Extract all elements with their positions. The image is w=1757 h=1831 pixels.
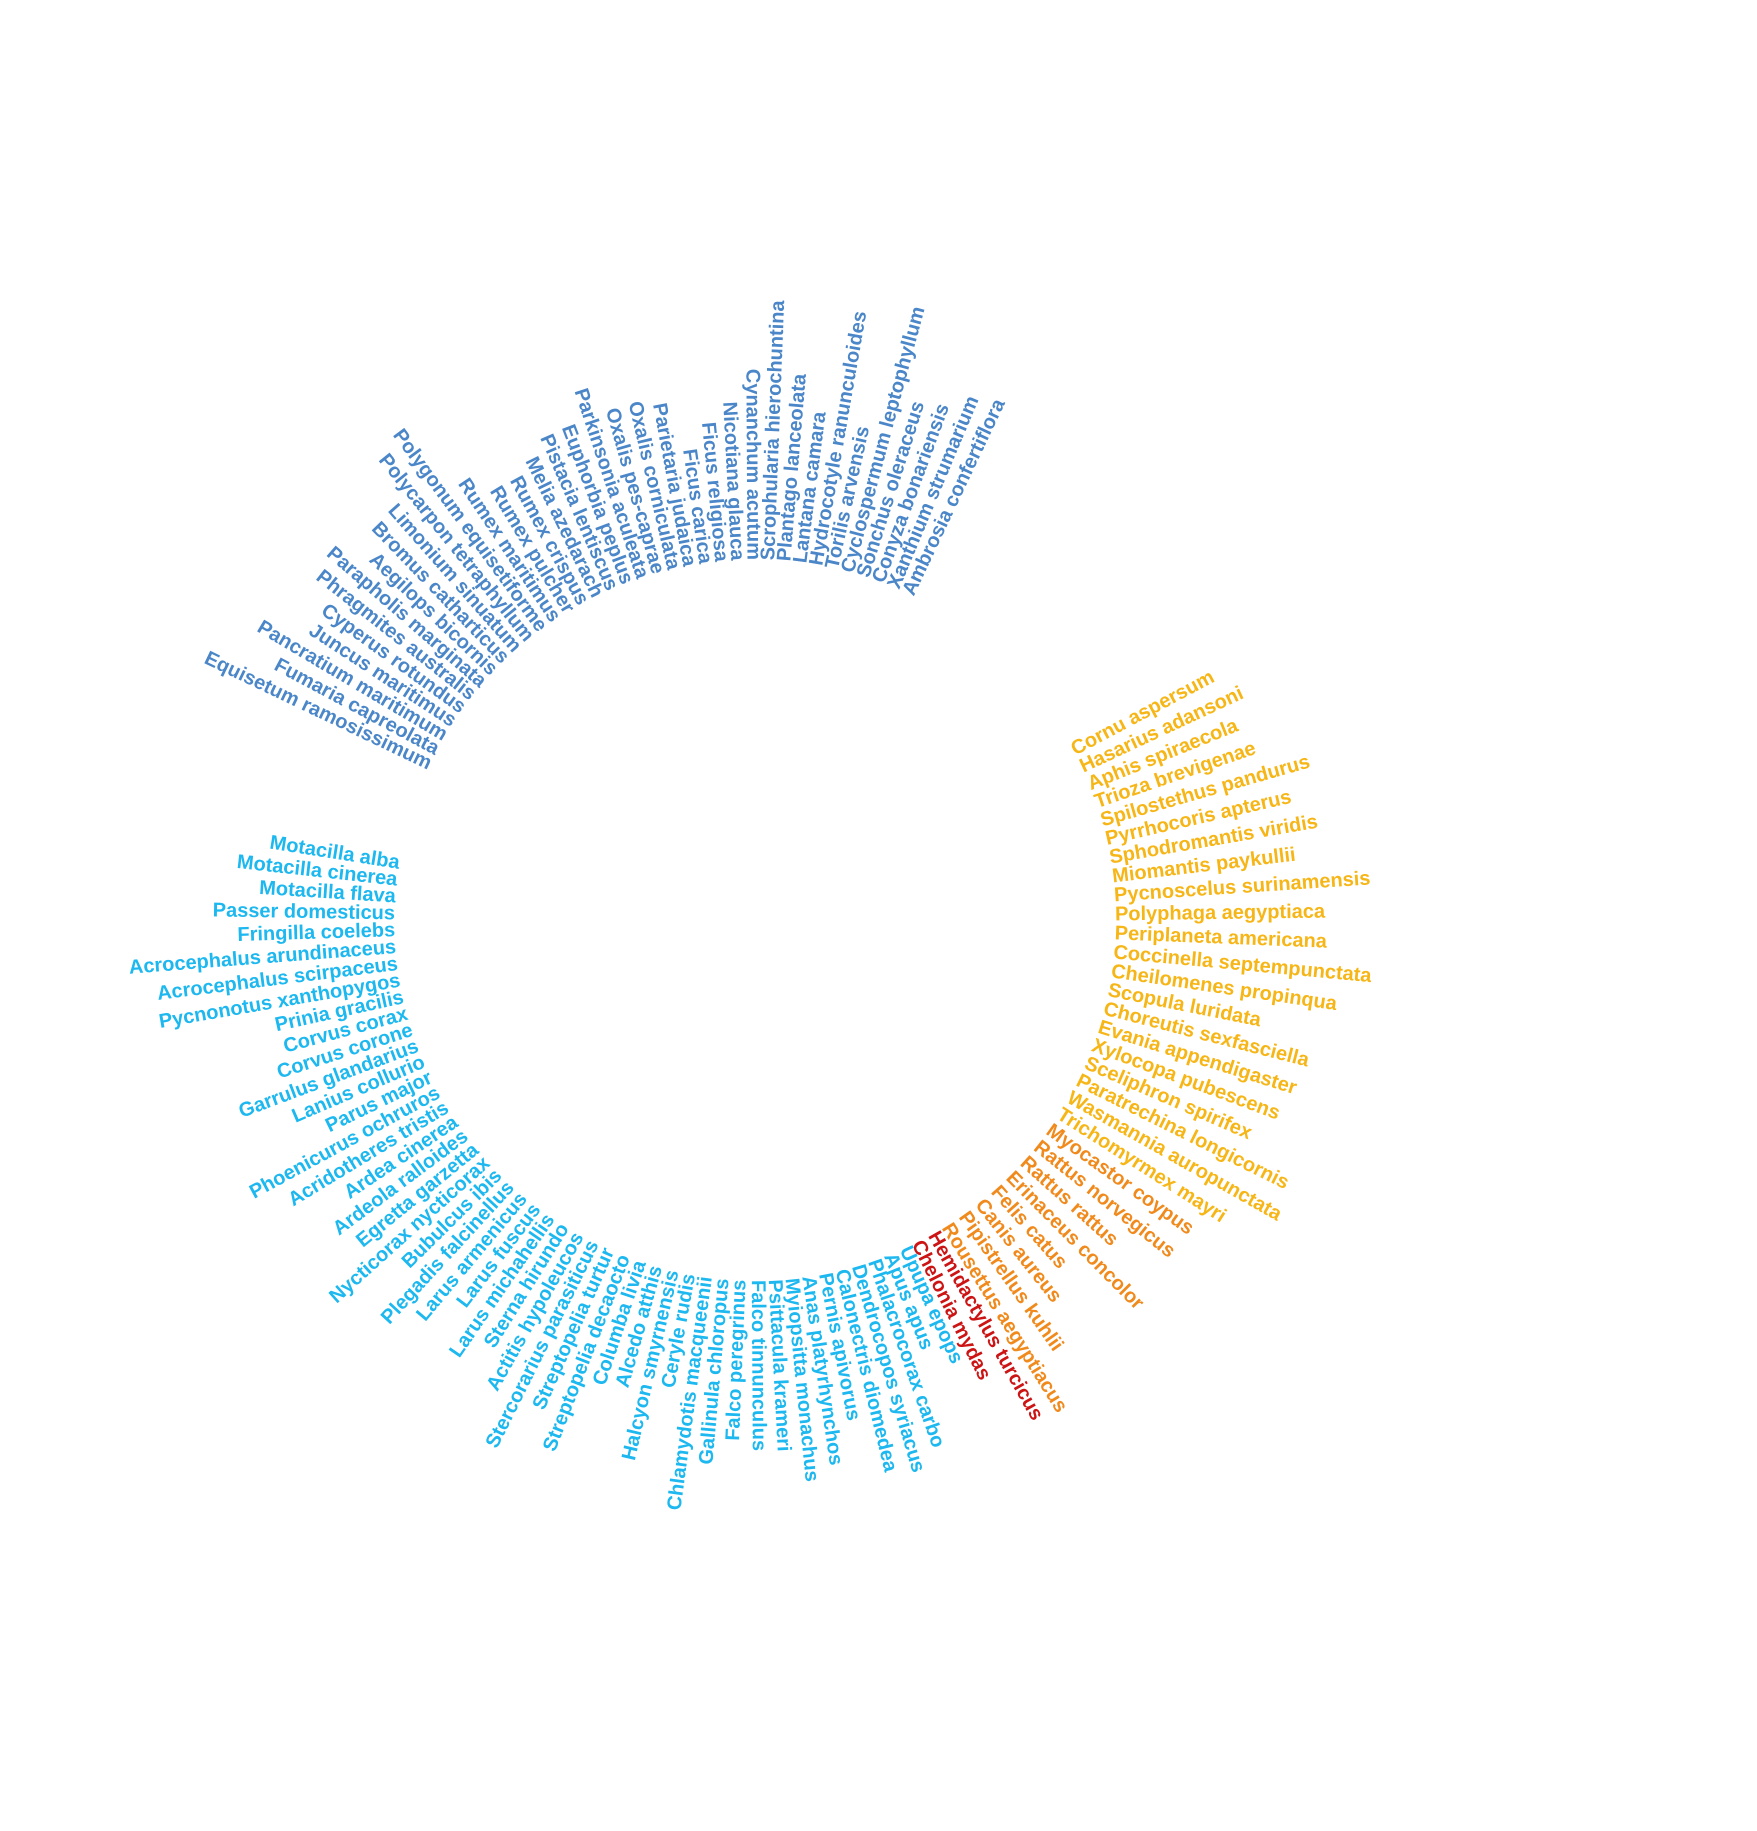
species-label: Cynanchum acutum — [741, 369, 764, 560]
species-label: Polyphaga aegyptiaca — [1115, 901, 1326, 926]
species-label: Passer domesticus — [213, 899, 396, 924]
species-label: Fringilla coelebs — [237, 919, 395, 946]
species-label: Falco tinnunculus — [747, 1280, 770, 1451]
